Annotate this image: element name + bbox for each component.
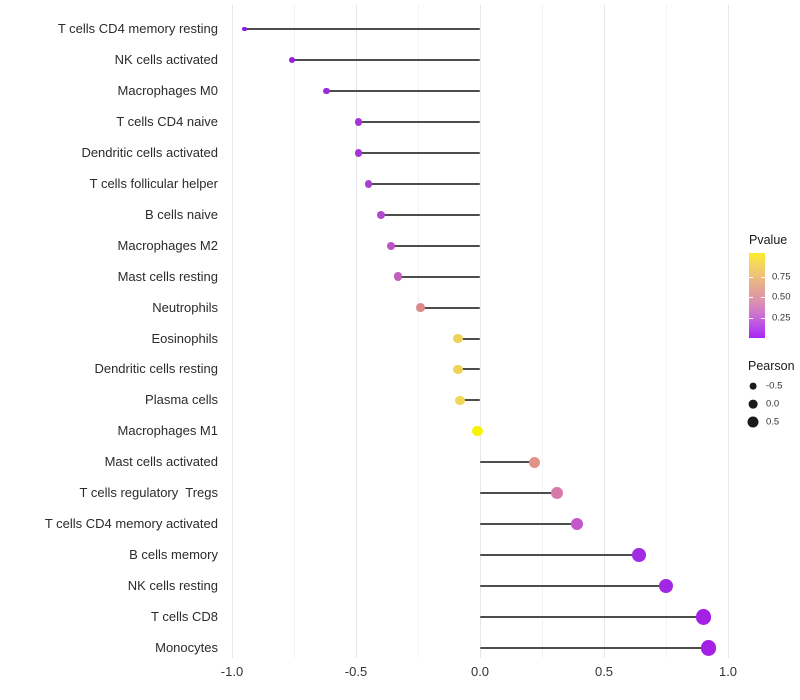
data-point [695,609,711,625]
lollipop-stem [390,244,480,247]
category-label: NK cells resting [127,578,218,594]
pearson-legend-dot [747,416,759,428]
data-point [364,179,373,188]
data-point [631,548,646,562]
lollipop-stem [480,647,709,649]
data-point [288,56,295,63]
colorbar-tick-label: 0.50 [772,291,791,303]
lollipop-stem [480,461,535,464]
colorbar-tick [761,297,765,299]
lollipop-stem [291,58,480,61]
data-point [416,303,425,312]
x-tick-label: 1.0 [718,664,738,679]
lollipop-stem [420,306,480,309]
category-label: T cells CD8 [151,609,218,625]
pvalue-legend-title: Pvalue [749,233,788,247]
lollipop-stem [480,492,557,495]
category-label: Dendritic cells activated [81,144,218,160]
lollipop-stem [480,523,577,526]
lollipop-stem [368,182,480,185]
category-label: Monocytes [155,640,218,655]
lollipop-stem [480,585,666,588]
data-point [550,487,563,500]
pearson-legend-label: 0.0 [766,398,780,410]
category-label: T cells CD4 memory resting [57,21,218,36]
lollipop-stem [398,275,480,278]
gridline-minor [294,5,295,658]
category-label: Mast cells resting [117,268,218,284]
category-label: T cells regulatory Tregs [79,485,218,501]
gridline-major [480,5,481,658]
category-label: Macrophages M0 [117,82,218,98]
lollipop-stem [358,120,480,123]
x-tick-label: 0.5 [594,664,614,679]
category-label: T cells CD4 naive [116,113,218,129]
data-point [455,395,466,406]
lollipop-stem [380,213,480,216]
lollipop-stem [457,337,480,340]
lollipop-stem [358,151,480,154]
data-point [386,241,395,250]
category-label: Mast cells activated [104,454,218,470]
pearson-legend-label: -0.5 [766,380,783,392]
data-point [658,578,674,594]
lollipop-stem [244,28,480,30]
data-point [322,87,330,95]
category-label: NK cells activated [114,51,218,67]
gridline-minor [666,5,667,658]
colorbar-tick [761,276,765,278]
data-point [354,118,363,126]
gridline-minor [418,5,419,658]
pearson-legend-dot [749,382,757,390]
category-label: Eosinophils [151,330,219,346]
gridline-major [728,5,729,658]
data-point [241,26,247,32]
category-label: B cells naive [145,206,218,222]
gridline-major [604,5,605,658]
x-tick-label: 0.0 [470,664,490,679]
lollipop-stem [480,616,704,619]
colorbar-tick [749,297,753,299]
colorbar-tick [761,317,765,319]
pvalue-colorbar [749,253,765,338]
category-label: Plasma cells [145,392,218,408]
lollipop-stem [457,368,480,371]
colorbar-tick-label: 0.75 [772,271,791,283]
data-point [570,518,583,531]
gridline-minor [542,5,543,658]
category-label: T cells follicular helper [89,175,218,191]
data-point [472,426,483,437]
data-point [354,149,363,157]
category-label: Macrophages M2 [117,237,218,253]
category-label: Dendritic cells resting [94,361,218,377]
data-point [393,272,403,281]
colorbar-tick [749,317,753,319]
data-point [452,364,463,375]
pearson-legend-label: 0.5 [766,416,780,428]
colorbar-tick [749,276,753,278]
colorbar-tick-label: 0.25 [772,312,791,324]
data-point [700,640,716,656]
lollipop-stem [326,89,480,92]
data-point [528,456,541,468]
plot-panel [225,5,741,658]
lollipop-stem [480,554,639,557]
gridline-major [232,5,233,658]
gridline-major [356,5,357,658]
category-label: T cells CD4 memory activated [44,516,218,532]
data-point [452,333,463,344]
x-tick-label: -0.5 [344,664,368,679]
pearson-legend-dot [748,399,758,409]
category-label: Macrophages M1 [117,423,218,439]
category-label: B cells memory [129,547,218,563]
data-point [376,210,385,219]
pearson-legend-title: Pearson [748,359,795,373]
category-label: Neutrophils [152,299,218,315]
lollipop-stem [460,399,480,402]
x-tick-label: -1.0 [220,664,244,679]
